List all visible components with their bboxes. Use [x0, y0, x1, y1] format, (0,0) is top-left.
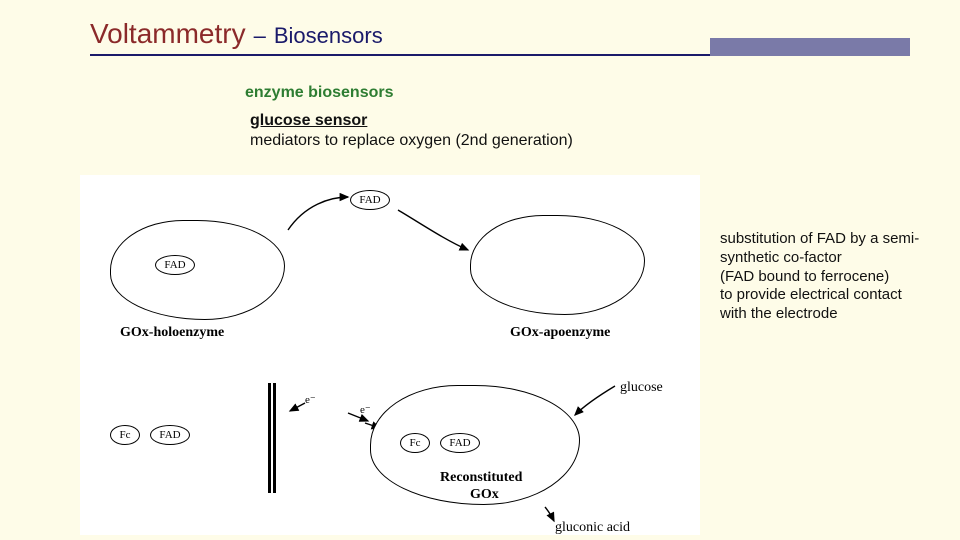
reaction-diagram: FAD FAD Fc FAD Fc FAD GOx-holoenzyme GOx-apoenz… — [80, 175, 700, 535]
subheading-enzyme: enzyme biosensors — [245, 84, 910, 102]
cofactor-fad_free: FAD — [350, 190, 390, 210]
diagram-label-e1: e⁻ — [305, 393, 316, 406]
arrow-2 — [575, 386, 615, 415]
arrow-4 — [290, 403, 305, 411]
diagram-label-e2: e⁻ — [360, 403, 371, 416]
diagram-label-holo: GOx-holoenzyme — [120, 325, 224, 341]
subheading-glucose: glucose sensor — [250, 112, 910, 130]
cofactor-fad_left: FAD — [150, 425, 190, 445]
cofactor-fad_holo: FAD — [155, 255, 195, 275]
subheading-mediators: mediators to replace oxygen (2nd generat… — [250, 132, 910, 150]
diagram-label-recon1: Reconstituted — [440, 470, 522, 486]
arrow-0 — [288, 197, 348, 230]
cofactor-fc_left: Fc — [110, 425, 140, 445]
cofactor-fc_recon: Fc — [400, 433, 430, 453]
enzyme-blob-holo — [110, 220, 285, 320]
side-explanation: substitution of FAD by a semi-synthetic … — [720, 230, 920, 324]
cofactor-fad_recon: FAD — [440, 433, 480, 453]
diagram-label-glucose: glucose — [620, 380, 663, 396]
title-sep: – — [254, 23, 266, 49]
arrow-3 — [545, 507, 554, 521]
arrow-1 — [398, 210, 468, 250]
diagram-label-apo: GOx-apoenzyme — [510, 325, 610, 341]
title-row: Voltammetry – Biosensors — [90, 18, 910, 56]
title-accent-bar — [710, 38, 910, 56]
slide: Voltammetry – Biosensors enzyme biosenso… — [0, 0, 960, 540]
title-sub: Biosensors — [274, 23, 383, 49]
diagram-label-recon2: GOx — [470, 487, 499, 503]
enzyme-blob-apo — [470, 215, 645, 315]
electrode — [268, 383, 276, 493]
diagram-label-gluconic: gluconic acid — [555, 520, 630, 536]
title-main: Voltammetry — [90, 18, 246, 50]
